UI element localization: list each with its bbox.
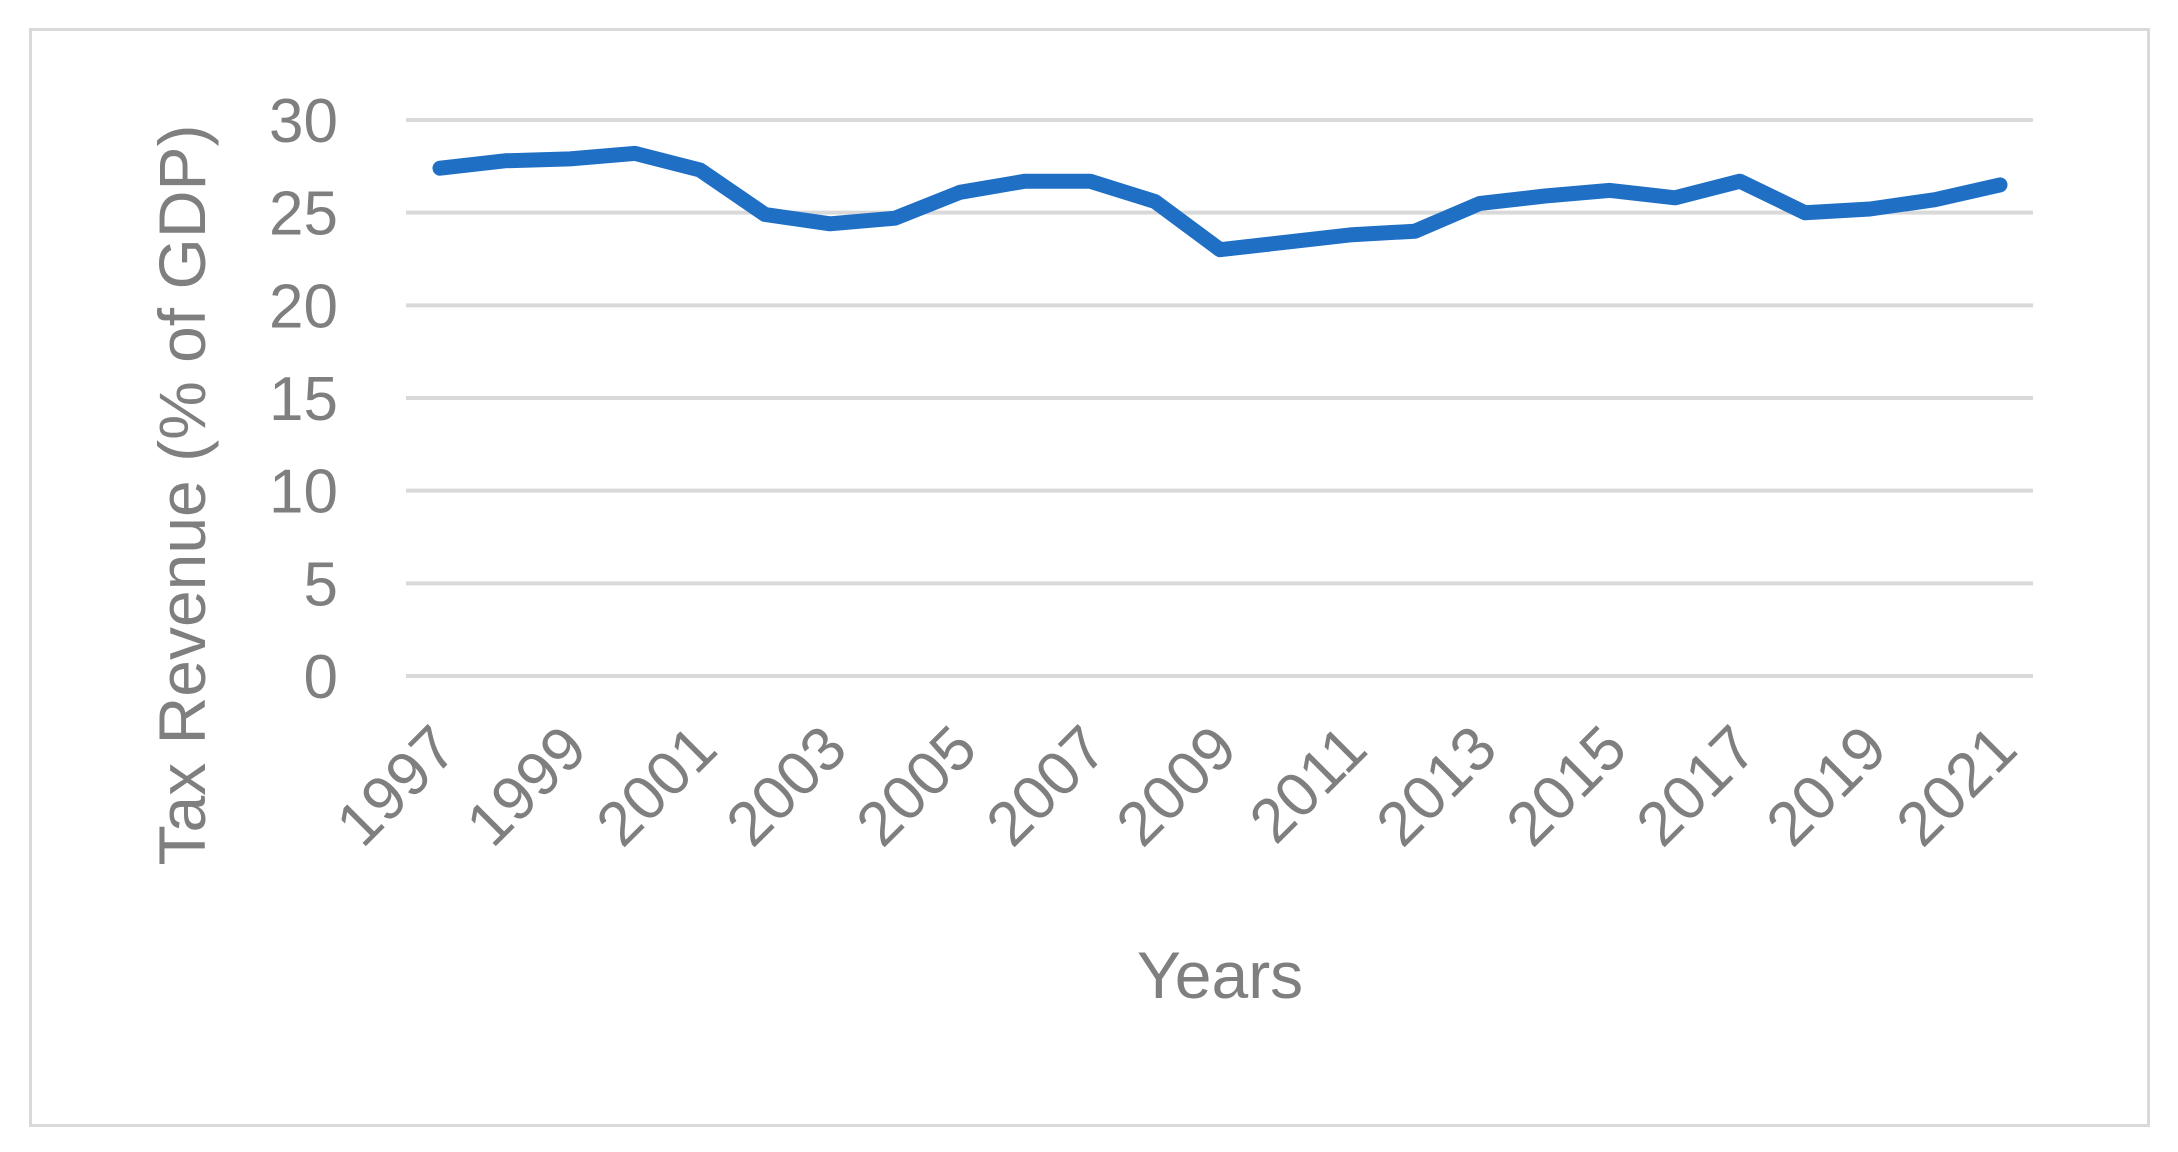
x-tick-label: 2005 bbox=[844, 713, 990, 859]
x-axis-tick-labels: 1997199920012003200520072009201120132015… bbox=[324, 713, 2030, 859]
x-tick-label: 1999 bbox=[454, 713, 600, 859]
y-tick-label: 0 bbox=[304, 643, 338, 712]
y-axis-title: Tax Revenue (% of GDP) bbox=[145, 125, 219, 866]
gridlines bbox=[406, 118, 2033, 678]
y-tick-label: 20 bbox=[269, 272, 338, 341]
x-tick-label: 1997 bbox=[324, 713, 470, 859]
x-tick-label: 2017 bbox=[1624, 713, 1770, 859]
x-tick-label: 2021 bbox=[1884, 713, 2030, 859]
y-tick-label: 30 bbox=[269, 87, 338, 156]
y-tick-label: 10 bbox=[269, 458, 338, 527]
x-tick-label: 2003 bbox=[714, 713, 860, 859]
x-tick-label: 2007 bbox=[974, 713, 1120, 859]
x-tick-label: 2001 bbox=[584, 713, 730, 859]
x-tick-label: 2009 bbox=[1104, 713, 1250, 859]
x-tick-label: 2019 bbox=[1754, 713, 1900, 859]
y-tick-label: 5 bbox=[304, 550, 338, 619]
x-tick-label: 2013 bbox=[1364, 713, 1510, 859]
y-axis-tick-labels: 0 5 10 15 20 25 30 bbox=[269, 87, 338, 712]
y-tick-label: 25 bbox=[269, 180, 338, 249]
x-tick-label: 2011 bbox=[1237, 713, 1380, 856]
series-line bbox=[432, 145, 2008, 258]
x-axis-title: Years bbox=[1137, 938, 1303, 1012]
series-layer bbox=[432, 145, 2008, 258]
y-tick-label: 15 bbox=[269, 365, 338, 434]
x-tick-label: 2015 bbox=[1494, 713, 1640, 859]
